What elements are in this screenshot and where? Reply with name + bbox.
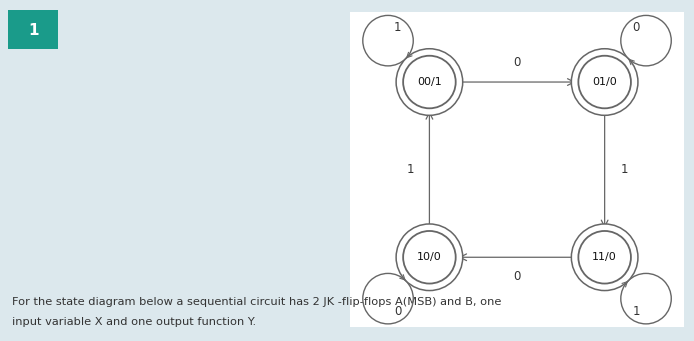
- Text: 0: 0: [514, 56, 520, 69]
- Text: For the state diagram below a sequential circuit has 2 JK -flip-flops A(MSB) and: For the state diagram below a sequential…: [12, 297, 502, 307]
- Text: 1: 1: [407, 163, 414, 176]
- Circle shape: [578, 231, 631, 284]
- Text: 1: 1: [632, 305, 640, 318]
- Circle shape: [403, 231, 456, 284]
- Text: 1: 1: [620, 163, 627, 176]
- Text: 1: 1: [28, 23, 39, 38]
- Circle shape: [571, 224, 638, 291]
- Text: input variable X and one output function Y.: input variable X and one output function…: [12, 317, 257, 327]
- Text: 0: 0: [394, 305, 402, 318]
- Text: 1: 1: [394, 21, 402, 34]
- Circle shape: [578, 56, 631, 108]
- Circle shape: [571, 49, 638, 115]
- Circle shape: [403, 56, 456, 108]
- Text: 11/0: 11/0: [592, 252, 617, 262]
- FancyBboxPatch shape: [350, 12, 684, 327]
- Text: 00/1: 00/1: [417, 77, 442, 87]
- Text: 0: 0: [632, 21, 640, 34]
- Text: 10/0: 10/0: [417, 252, 442, 262]
- Text: 01/0: 01/0: [592, 77, 617, 87]
- FancyBboxPatch shape: [8, 10, 58, 49]
- Circle shape: [396, 49, 463, 115]
- Text: 0: 0: [514, 270, 520, 283]
- Circle shape: [396, 224, 463, 291]
